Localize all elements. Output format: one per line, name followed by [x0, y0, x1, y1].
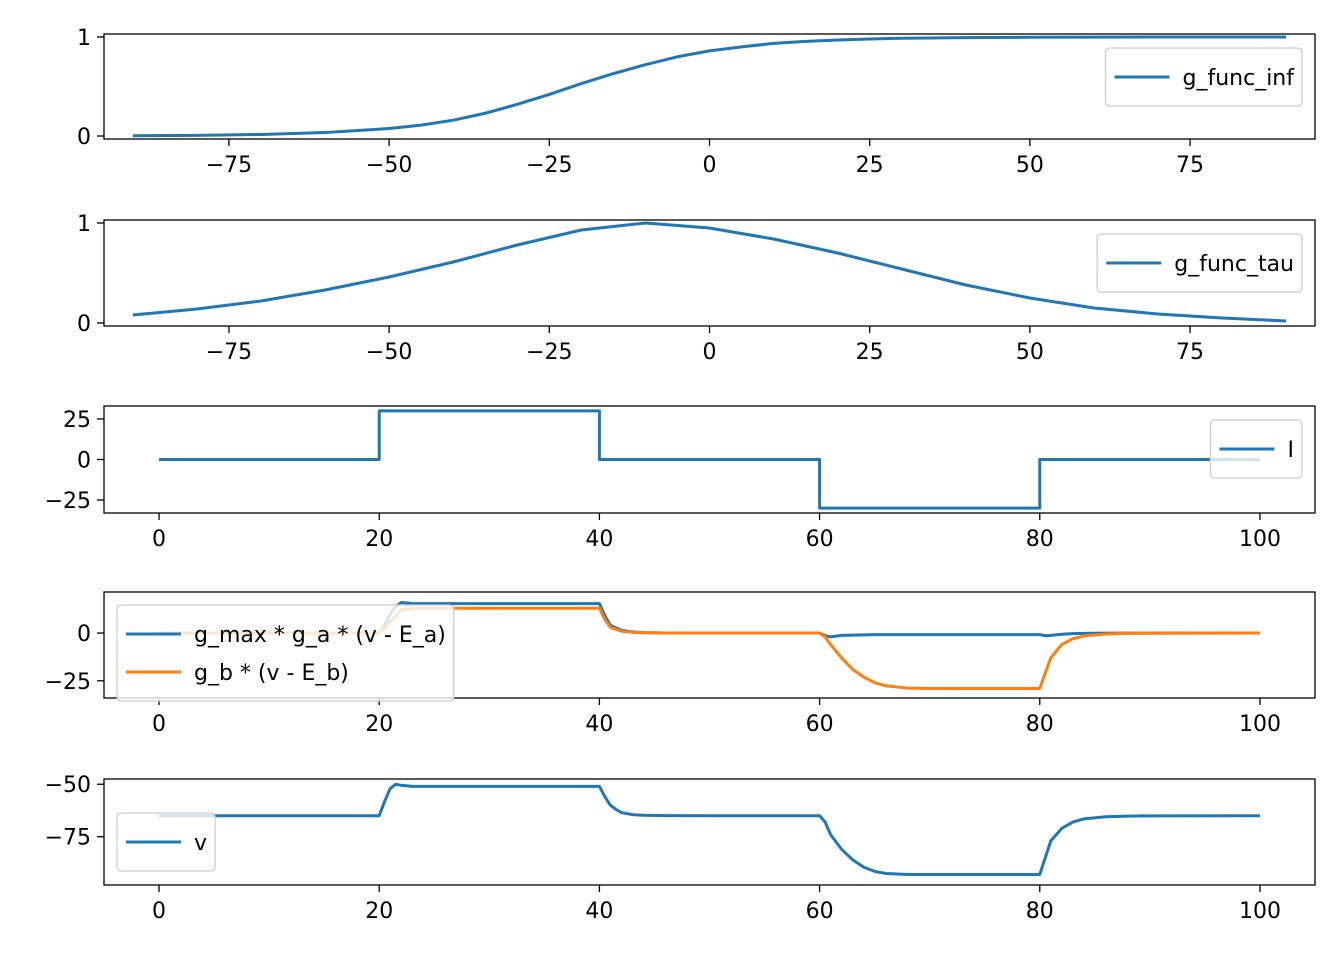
x-tick-label: −75 — [206, 340, 252, 365]
subplot-1: −75 −50 −25 0 25 50 75 0 1 g_func_inf — [77, 26, 1316, 178]
subplot-3: 0 20 40 60 80 100 25 0 −25 I — [45, 405, 1316, 552]
x-tick-label: 50 — [1016, 340, 1044, 365]
x-tick-label: 100 — [1239, 712, 1281, 737]
x-tick-label: 100 — [1239, 527, 1281, 552]
legend-frame — [116, 604, 455, 702]
x-tick-label: 80 — [1026, 899, 1054, 924]
series-line-2-1 — [132, 221, 1287, 323]
axes-frame — [103, 591, 1316, 699]
x-tick-label: 40 — [585, 899, 613, 924]
y-tick-label: 0 — [77, 125, 91, 150]
y-tick-label: 1 — [77, 26, 91, 51]
x-tick-label: −50 — [366, 340, 412, 365]
x-tick-label: 100 — [1239, 899, 1281, 924]
y-tick-label: 1 — [77, 212, 91, 237]
y-tick-label: −25 — [45, 489, 91, 514]
y-tick-label: −75 — [45, 826, 91, 851]
x-tick-label: 75 — [1176, 153, 1204, 178]
y-tick-label: 25 — [63, 408, 91, 433]
y-tick-label: 0 — [77, 449, 91, 474]
legend-label: g_func_tau — [1174, 252, 1294, 277]
x-tick-label: 20 — [365, 527, 393, 552]
legend: g_func_tau — [1096, 233, 1303, 293]
y-tick-label: −50 — [45, 773, 91, 798]
series-line-3-1 — [159, 409, 1260, 510]
x-tick-label: 0 — [703, 153, 717, 178]
x-tick-label: 25 — [856, 153, 884, 178]
x-tick-label: 60 — [806, 899, 834, 924]
subplot-5: 0 20 40 60 80 100 −50 −75 v — [45, 773, 1316, 924]
series-line-5-1 — [159, 782, 1260, 876]
x-tick-label: 60 — [806, 712, 834, 737]
x-tick-label: 25 — [856, 340, 884, 365]
legend-label: I — [1288, 438, 1295, 463]
x-tick-label: 0 — [703, 340, 717, 365]
legend: g_max * g_a * (v - E_a) g_b * (v - E_b) — [116, 604, 455, 702]
x-tick-label: 20 — [365, 899, 393, 924]
legend-label: g_max * g_a * (v - E_a) — [194, 623, 446, 648]
series-line-4-2 — [159, 606, 1260, 690]
x-tick-label: 40 — [585, 527, 613, 552]
legend: v — [116, 812, 216, 872]
subplot-2: −75 −50 −25 0 25 50 75 0 1 g_func_tau — [77, 212, 1316, 365]
x-tick-label: 50 — [1016, 153, 1044, 178]
y-tick-label: 0 — [77, 622, 91, 647]
x-tick-label: 40 — [585, 712, 613, 737]
legend-frame — [1104, 47, 1303, 107]
x-tick-label: 80 — [1026, 712, 1054, 737]
axes-frame — [103, 778, 1316, 886]
x-tick-label: −75 — [206, 153, 252, 178]
legend-frame — [1096, 233, 1303, 293]
legend-label: g_func_inf — [1183, 66, 1296, 91]
x-tick-label: 20 — [365, 712, 393, 737]
legend-label: g_b * (v - E_b) — [194, 661, 349, 686]
x-tick-label: 0 — [152, 899, 166, 924]
x-tick-label: 60 — [806, 527, 834, 552]
x-tick-label: 0 — [152, 527, 166, 552]
y-tick-label: 0 — [77, 312, 91, 337]
x-tick-label: −25 — [526, 153, 572, 178]
legend-label: v — [194, 831, 207, 856]
legend: g_func_inf — [1104, 47, 1303, 107]
legend: I — [1209, 419, 1303, 479]
x-tick-label: −50 — [366, 153, 412, 178]
x-tick-label: 80 — [1026, 527, 1054, 552]
x-tick-label: −25 — [526, 340, 572, 365]
x-tick-label: 75 — [1176, 340, 1204, 365]
y-tick-label: −25 — [45, 670, 91, 695]
series-line-1-1 — [132, 35, 1287, 138]
x-tick-label: 0 — [152, 712, 166, 737]
